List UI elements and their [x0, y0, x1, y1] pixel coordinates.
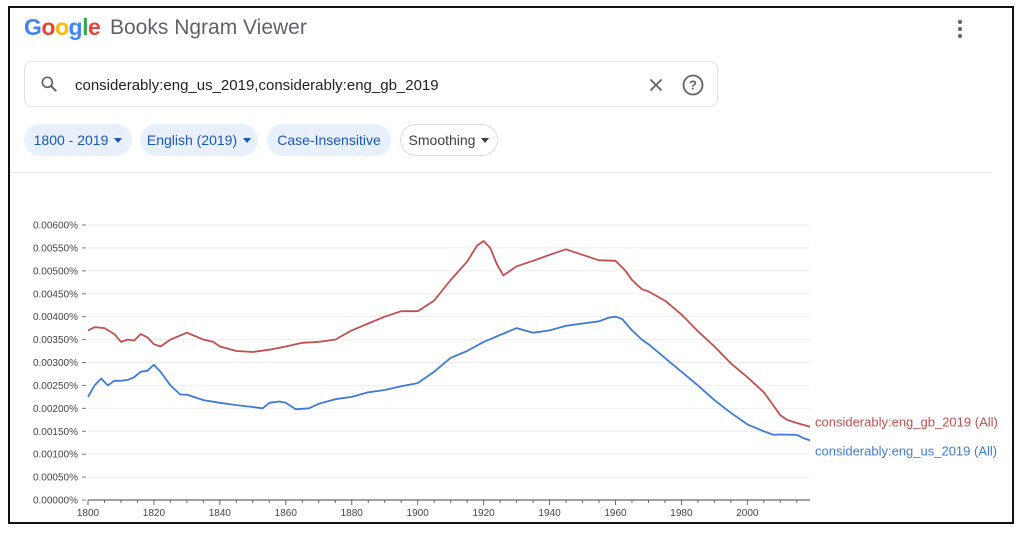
x-tick-label: 1840 [209, 508, 232, 519]
logo-letter: e [87, 14, 101, 40]
more-vert-icon[interactable] [948, 16, 972, 42]
google-logo[interactable]: Google [24, 14, 101, 41]
divider [10, 172, 992, 173]
series-line-1 [87, 315, 811, 442]
chevron-down-icon [481, 137, 490, 143]
x-tick-label: 1860 [275, 508, 298, 519]
search-box: ? [24, 61, 718, 107]
case-insensitive-label: Case-Insensitive [277, 132, 381, 148]
logo-letter: l [82, 14, 88, 40]
help-icon[interactable]: ? [681, 73, 705, 97]
y-tick-label: 0.00050% [33, 473, 78, 484]
y-tick-label: 0.00250% [33, 381, 78, 392]
y-tick-label: 0.00150% [33, 427, 78, 438]
y-tick-label: 0.00400% [33, 312, 78, 323]
smoothing-label: Smoothing [408, 132, 476, 148]
y-tick-label: 0.00600% [33, 221, 78, 232]
case-insensitive-chip[interactable]: Case-Insensitive [267, 124, 391, 156]
close-icon[interactable] [645, 74, 667, 96]
chevron-down-icon [114, 137, 123, 143]
x-tick-label: 1800 [77, 508, 100, 519]
corpus-label: English (2019) [146, 132, 238, 148]
x-tick-label: 1980 [670, 508, 693, 519]
logo-letter: o [54, 14, 69, 40]
ngram-viewer-window: Google Books Ngram Viewer ? 1800 - 2019 … [8, 6, 1014, 524]
x-tick-label: 1820 [143, 508, 166, 519]
series-label-0: considerably:eng_gb_2019 (All) [815, 415, 998, 430]
corpus-chip[interactable]: English (2019) [140, 124, 258, 156]
y-tick-label: 0.00550% [33, 243, 78, 254]
y-tick-label: 0.00500% [33, 266, 78, 277]
logo-letter: o [41, 14, 55, 40]
y-tick-label: 0.00100% [33, 450, 78, 461]
svg-text:?: ? [689, 78, 697, 93]
search-input[interactable] [73, 70, 637, 100]
x-tick-label: 1900 [407, 508, 430, 519]
x-tick-label: 1960 [604, 508, 627, 519]
x-tick-label: 1880 [341, 508, 364, 519]
series-label-1: considerably:eng_us_2019 (All) [815, 443, 997, 458]
chevron-down-icon [243, 137, 252, 143]
y-tick-label: 0.00200% [33, 404, 78, 415]
x-tick-label: 1920 [472, 508, 495, 519]
app-title: Books Ngram Viewer [110, 16, 307, 39]
smoothing-chip[interactable]: Smoothing [400, 124, 498, 156]
y-tick-label: 0.00350% [33, 335, 78, 346]
logo-letter: G [24, 14, 42, 40]
x-tick-label: 2000 [736, 508, 759, 519]
search-icon [41, 76, 57, 92]
x-tick-label: 1940 [538, 508, 561, 519]
date-range-label: 1800 - 2019 [33, 132, 109, 148]
date-range-chip[interactable]: 1800 - 2019 [24, 124, 132, 156]
y-tick-label: 0.00450% [33, 289, 78, 300]
ngram-chart: 0.00000% 0.00050% 0.00100% 0.00150% 0.00200%… [33, 221, 998, 520]
series-line-0 [87, 240, 811, 428]
y-tick-label: 0.00300% [33, 358, 78, 369]
y-tick-label: 0.00000% [33, 496, 78, 507]
logo-letter: g [68, 14, 83, 40]
